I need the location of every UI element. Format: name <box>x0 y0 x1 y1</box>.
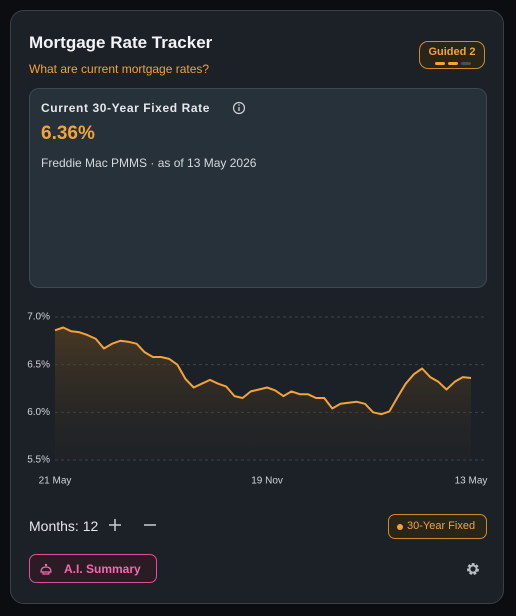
info-icon[interactable] <box>232 101 246 115</box>
legend-swatch <box>397 524 403 530</box>
progress-dash <box>448 62 458 65</box>
progress-dash <box>435 62 445 65</box>
months-label: Months: <box>29 518 79 534</box>
legend-item[interactable]: 30-Year Fixed <box>388 514 487 539</box>
plus-button[interactable] <box>108 518 122 532</box>
months-control: Months: 12 <box>29 518 98 534</box>
y-tick-label: 6.0% <box>27 407 50 418</box>
y-tick-label: 5.5% <box>27 455 50 466</box>
y-tick-label: 6.5% <box>27 359 50 370</box>
ai-summary-button[interactable]: A.I. Summary <box>29 554 157 583</box>
y-tick-label: 7.0% <box>27 312 50 323</box>
ai-icon <box>40 563 52 575</box>
badge-text: Guided 2 <box>428 46 476 58</box>
x-tick-label: 21 May <box>39 476 72 487</box>
rate-source: Freddie Mac PMMS · as of 13 May 2026 <box>41 156 257 170</box>
progress-dash <box>461 62 471 65</box>
minus-button[interactable] <box>143 518 157 532</box>
current-rate: 6.36% <box>41 123 95 144</box>
guided-badge[interactable]: Guided 2 <box>419 41 485 69</box>
months-value: 12 <box>82 518 99 534</box>
x-tick-label: 19 Nov <box>251 476 283 487</box>
rate-panel: Current 30-Year Fixed Rate 6.36% Freddie… <box>29 88 487 288</box>
title: Mortgage Rate Tracker <box>29 33 213 52</box>
settings-button[interactable] <box>465 561 481 577</box>
legend-text: 30-Year Fixed <box>407 520 476 532</box>
x-tick-label: 13 May <box>455 476 488 487</box>
subtitle: What are current mortgage rates? <box>29 62 210 76</box>
rate-label: Current 30-Year Fixed Rate <box>41 101 210 115</box>
area-fill <box>55 327 471 460</box>
tracker-card: Mortgage Rate Tracker What are current m… <box>10 10 504 604</box>
ai-summary-text: A.I. Summary <box>64 562 141 576</box>
rate-line <box>54 326 472 416</box>
